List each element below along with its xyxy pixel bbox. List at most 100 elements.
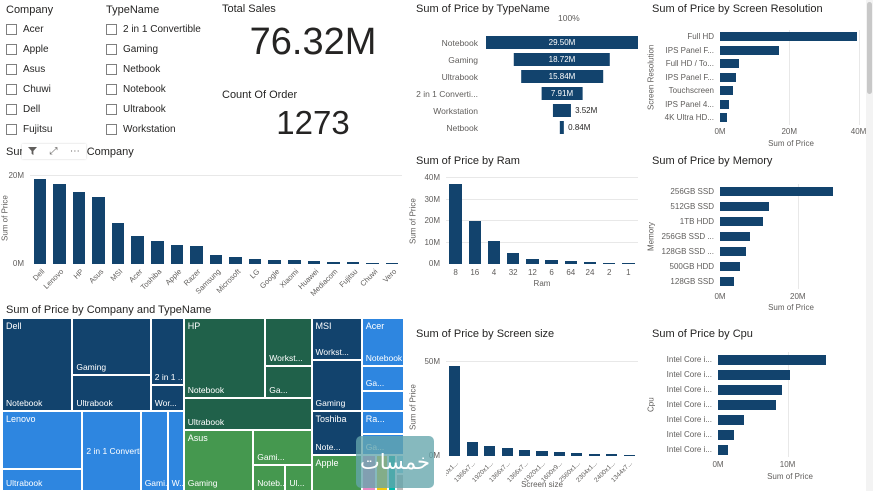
treemap-block[interactable]: Lenovo — [2, 411, 83, 470]
checkbox[interactable] — [6, 63, 17, 75]
column-bar[interactable] — [468, 221, 481, 264]
column-bar[interactable] — [449, 184, 462, 264]
bar[interactable] — [720, 113, 727, 123]
bar[interactable] — [720, 277, 734, 286]
column-bar[interactable] — [131, 236, 144, 264]
checkbox[interactable] — [6, 123, 17, 135]
slicer-item[interactable]: Acer — [0, 19, 100, 39]
checkbox[interactable] — [106, 43, 117, 55]
treemap-block[interactable]: Gami... — [253, 430, 312, 466]
treemap-block[interactable]: Ul... — [285, 465, 312, 491]
slicer-item[interactable]: Ultrabook — [100, 99, 216, 119]
treemap-block[interactable]: Wor... — [150, 385, 184, 412]
slicer-item[interactable]: Fujitsu — [0, 119, 100, 139]
bar[interactable] — [718, 399, 776, 410]
column-bar[interactable] — [248, 258, 262, 264]
slicer-item[interactable]: 2 in 1 Convertible — [100, 19, 216, 39]
bar[interactable] — [720, 247, 747, 256]
column-bar[interactable] — [501, 448, 513, 456]
bar[interactable] — [720, 99, 729, 109]
column-bar[interactable] — [53, 183, 66, 264]
column-bar[interactable] — [571, 453, 583, 456]
checkbox[interactable] — [6, 43, 17, 55]
column-bar[interactable] — [346, 262, 360, 264]
slicer-item[interactable]: Dell — [0, 99, 100, 119]
column-bar[interactable] — [229, 257, 242, 264]
bar[interactable] — [720, 59, 740, 69]
slicer-item[interactable]: Apple — [0, 39, 100, 59]
column-bar[interactable] — [466, 441, 478, 456]
column-bar[interactable] — [588, 453, 600, 456]
slicer-item[interactable]: Gaming — [100, 39, 216, 59]
column-bar[interactable] — [288, 260, 301, 264]
slicer-item[interactable]: Asus — [0, 59, 100, 79]
bar[interactable] — [720, 72, 736, 82]
checkbox[interactable] — [6, 103, 17, 115]
bar[interactable] — [720, 187, 833, 196]
bar[interactable] — [718, 429, 734, 440]
column-bar[interactable] — [449, 366, 461, 456]
column-bar[interactable] — [623, 454, 635, 456]
bar[interactable] — [720, 32, 857, 42]
treemap-block[interactable]: Apple — [311, 454, 362, 491]
bar[interactable] — [718, 369, 790, 380]
column-bar[interactable] — [72, 191, 86, 264]
treemap-block[interactable]: Ultrabook — [72, 375, 151, 412]
bar[interactable] — [720, 45, 779, 55]
checkbox[interactable] — [106, 63, 117, 75]
column-bar[interactable] — [622, 263, 635, 264]
bar[interactable] — [720, 217, 763, 226]
treemap-block[interactable]: Gaming — [72, 318, 151, 376]
more-options-icon[interactable]: ⋯ — [69, 145, 80, 157]
treemap-block[interactable]: Dell Notebook — [2, 318, 73, 412]
checkbox[interactable] — [106, 23, 117, 35]
column-bar[interactable] — [307, 261, 321, 264]
treemap-block[interactable]: Gami... — [140, 411, 168, 491]
column-bar[interactable] — [536, 451, 548, 456]
treemap-block[interactable]: 2 in 1 ... — [150, 318, 184, 386]
treemap-block[interactable]: Ga... — [265, 366, 312, 398]
treemap-block[interactable]: Ultrabook — [183, 397, 312, 431]
treemap-block[interactable]: 2 in 1 Convertible — [82, 411, 141, 491]
treemap-block[interactable]: Ra... — [361, 411, 404, 434]
filter-icon[interactable] — [28, 147, 38, 156]
bar[interactable] — [720, 202, 770, 211]
bar[interactable] — [720, 86, 733, 96]
column-bar[interactable] — [545, 260, 558, 264]
checkbox[interactable] — [106, 123, 117, 135]
treemap-block[interactable]: Workst... — [265, 318, 312, 367]
treemap-block[interactable]: Ga... — [361, 366, 404, 391]
funnel-bar[interactable]: 7.91M — [541, 87, 583, 100]
bar[interactable] — [718, 354, 826, 365]
slicer-item[interactable]: Netbook — [100, 59, 216, 79]
slicer-item[interactable]: Chuwi — [0, 79, 100, 99]
column-bar[interactable] — [606, 454, 618, 456]
column-bar[interactable] — [553, 452, 566, 456]
treemap-block[interactable] — [361, 390, 404, 412]
treemap-block[interactable]: Ultrabook — [2, 469, 83, 491]
checkbox[interactable] — [6, 23, 17, 35]
checkbox[interactable] — [106, 103, 117, 115]
bar[interactable] — [718, 444, 729, 455]
column-bar[interactable] — [33, 179, 47, 264]
column-bar[interactable] — [507, 253, 520, 264]
treemap-block[interactable]: Gaming — [311, 359, 362, 412]
column-bar[interactable] — [487, 241, 501, 264]
funnel-bar[interactable]: 29.50M — [486, 36, 638, 49]
treemap-block[interactable]: Noteb... — [253, 465, 286, 491]
treemap-block[interactable]: W... — [167, 411, 184, 491]
funnel-bar[interactable]: 15.84M — [521, 70, 603, 83]
column-bar[interactable] — [564, 261, 577, 264]
bar[interactable] — [720, 232, 750, 241]
scrollbar-thumb[interactable] — [867, 2, 872, 94]
bar[interactable] — [720, 262, 741, 271]
column-bar[interactable] — [385, 263, 399, 264]
checkbox[interactable] — [6, 83, 17, 95]
column-bar[interactable] — [190, 246, 203, 264]
treemap-block[interactable]: MSI Workst... — [311, 318, 362, 360]
slicer-item[interactable]: Workstation — [100, 119, 216, 139]
funnel-bar[interactable] — [552, 104, 572, 117]
funnel-bar[interactable] — [559, 121, 565, 134]
column-bar[interactable] — [518, 449, 531, 456]
slicer-item[interactable]: Notebook — [100, 79, 216, 99]
